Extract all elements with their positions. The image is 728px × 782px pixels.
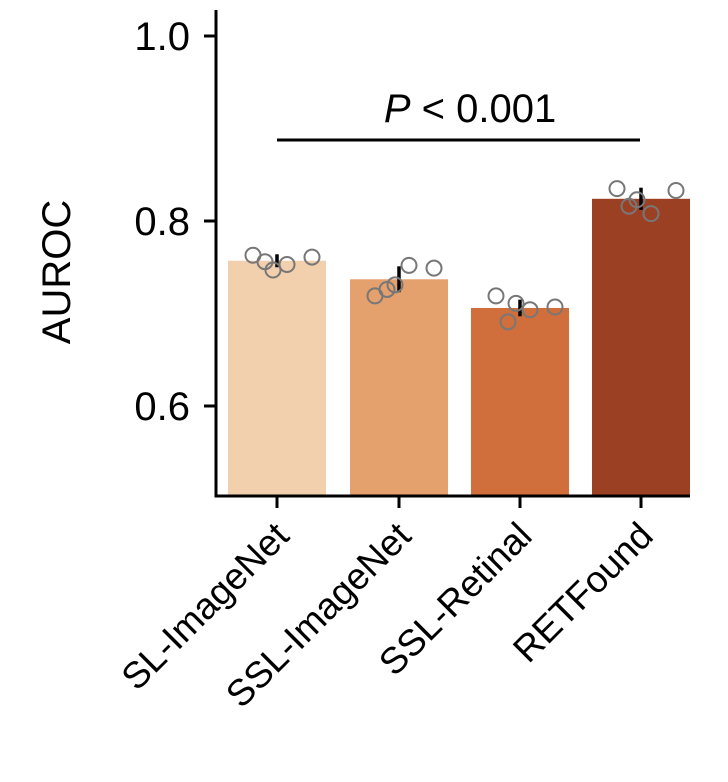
data-point	[425, 259, 443, 277]
data-point	[628, 191, 646, 209]
bar-sl-imagenet	[228, 260, 326, 496]
bar-ssl-imagenet	[350, 279, 448, 496]
error-bars	[275, 187, 643, 317]
y-ticks: 0.6 0.8 1.0	[134, 15, 216, 429]
data-point	[667, 181, 685, 199]
data-point	[386, 276, 404, 294]
y-tick-label: 0.8	[134, 200, 190, 244]
data-point	[487, 287, 505, 305]
significance-text: P < 0.001	[384, 87, 556, 131]
data-point	[264, 261, 282, 279]
axes	[214, 10, 690, 498]
y-tick-label: 1.0	[134, 15, 190, 59]
data-point	[546, 298, 564, 316]
data-point	[608, 180, 626, 198]
p-value: < 0.001	[411, 87, 557, 131]
data-point	[303, 248, 321, 266]
significance-annotation: P < 0.001	[277, 87, 640, 142]
x-ticks: SL-ImageNetSSL-ImageNetSSL-RetinalRETFou…	[114, 496, 661, 715]
bar-ssl-retinal	[471, 307, 569, 496]
bars	[228, 198, 690, 497]
p-symbol: P	[384, 87, 411, 131]
y-tick-label: 0.6	[134, 385, 190, 429]
bar-retfound	[592, 198, 690, 497]
data-point	[642, 205, 660, 223]
data-point	[400, 256, 418, 274]
data-point	[507, 294, 525, 312]
data-point	[378, 280, 396, 298]
data-point	[521, 301, 539, 319]
y-axis-label: AUROC	[35, 200, 79, 344]
data-point	[499, 313, 517, 331]
data-points	[244, 180, 685, 331]
data-point	[278, 255, 296, 273]
